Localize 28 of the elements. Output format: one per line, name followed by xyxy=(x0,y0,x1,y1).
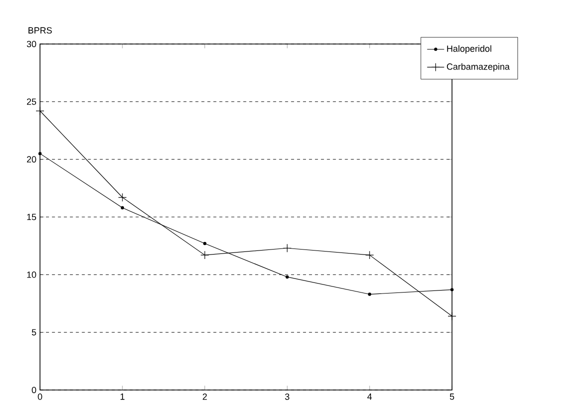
point xyxy=(448,312,456,320)
legend-label: Haloperidol xyxy=(447,45,492,54)
y-tick-label: 25 xyxy=(26,98,36,105)
x-tick-label: 1 xyxy=(120,394,124,400)
x-tick-label: 3 xyxy=(285,394,290,400)
y-tick-label: 20 xyxy=(26,156,36,163)
x-tick-label: 2 xyxy=(202,394,207,400)
y-axis-title: BPRS xyxy=(28,27,52,34)
point xyxy=(200,250,210,260)
x-tick-label: 4 xyxy=(367,394,372,400)
point xyxy=(365,250,374,260)
legend-label: Carbamazepina xyxy=(446,63,510,72)
y-tick-label: 15 xyxy=(27,214,36,220)
point xyxy=(36,106,44,116)
point xyxy=(120,206,124,210)
point xyxy=(38,152,42,156)
x-tick-label: 0 xyxy=(38,394,42,400)
y-tick-label: 10 xyxy=(27,271,36,278)
y-tick-label: 0 xyxy=(32,386,36,394)
point xyxy=(118,193,127,202)
point xyxy=(450,288,454,292)
y-tick-label: 30 xyxy=(26,40,36,48)
point xyxy=(282,244,292,252)
point xyxy=(203,242,206,246)
point xyxy=(286,275,289,279)
y-tick-label: 5 xyxy=(32,329,36,336)
x-tick-label: 5 xyxy=(450,394,454,400)
point xyxy=(368,292,372,296)
